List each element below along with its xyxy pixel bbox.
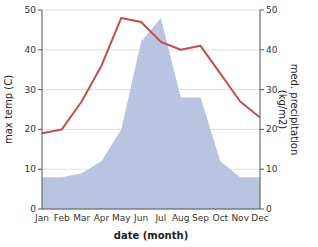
temperature-line	[42, 18, 260, 133]
y-tick-label: 20	[25, 124, 37, 134]
x-tick-label: Aug	[172, 213, 190, 223]
y2-tick-label: 50	[266, 5, 278, 15]
grid	[42, 10, 260, 209]
y-tick	[38, 209, 42, 210]
y-tick	[38, 169, 42, 170]
y2-tick	[260, 89, 264, 90]
x-tick-label: Feb	[54, 213, 70, 223]
x-tick-label: Nov	[231, 213, 249, 223]
y2-tick-label: 20	[266, 124, 278, 134]
grid-line	[42, 209, 260, 210]
x-tick-label: Oct	[213, 213, 229, 223]
y2-tick-label: 10	[266, 164, 278, 174]
y-axis-label: max temp (C)	[3, 75, 14, 144]
y-tick-label: 50	[25, 5, 37, 15]
y2-tick	[260, 129, 264, 130]
y2-axis-label: med. precipitation(kg/m2)	[277, 64, 300, 156]
y-tick-label: 10	[25, 164, 37, 174]
y-tick	[38, 10, 42, 11]
x-tick-label: Mar	[73, 213, 90, 223]
y2-tick-label: 40	[266, 45, 278, 55]
y2-tick	[260, 49, 264, 50]
y-tick	[38, 129, 42, 130]
y2-tick	[260, 209, 264, 210]
y-tick	[38, 49, 42, 50]
left-axis-line	[42, 10, 43, 209]
plot-area	[42, 18, 260, 209]
x-tick-label: May	[112, 213, 131, 223]
x-tick-label: Apr	[94, 213, 110, 223]
bottom-axis-line	[42, 209, 260, 210]
x-tick-label: Sep	[192, 213, 209, 223]
axes: 0102030405001020304050JanFebMarAprMayJun…	[3, 5, 300, 241]
y-tick-label: 40	[25, 45, 37, 55]
x-tick-label: Dec	[251, 213, 268, 223]
y2-tick	[260, 10, 264, 11]
x-axis-label: date (month)	[114, 230, 188, 241]
y2-tick	[260, 169, 264, 170]
y-tick-label: 30	[25, 85, 37, 95]
precipitation-area	[42, 18, 260, 209]
right-axis-line	[260, 10, 261, 209]
x-tick-label: Jul	[154, 213, 166, 223]
x-tick-label: Jun	[133, 213, 148, 223]
grid-line	[42, 10, 260, 11]
chart: 0102030405001020304050JanFebMarAprMayJun…	[0, 0, 318, 247]
y2-tick-label: 30	[266, 85, 278, 95]
y-tick	[38, 89, 42, 90]
x-tick-label: Jan	[34, 213, 49, 223]
